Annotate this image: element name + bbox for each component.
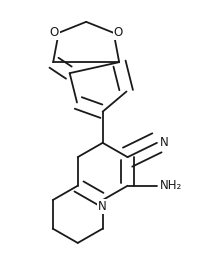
Text: O: O xyxy=(114,26,123,39)
Text: N: N xyxy=(98,200,107,213)
Text: O: O xyxy=(50,26,59,39)
Text: N: N xyxy=(160,136,168,149)
Text: NH₂: NH₂ xyxy=(160,179,182,192)
